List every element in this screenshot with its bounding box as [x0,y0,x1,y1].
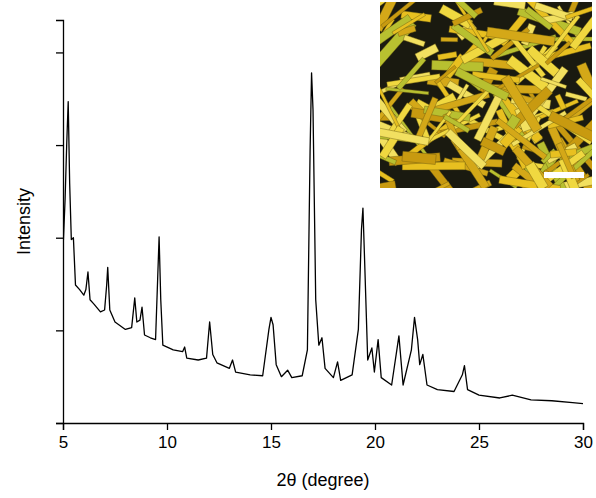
crystal [403,35,425,47]
x-tick: 25 [470,423,489,452]
x-tick: 10 [158,423,177,452]
crystal [486,27,555,46]
crystal [494,2,526,10]
x-axis-title: 2θ (degree) [276,470,369,490]
crystal [387,74,441,87]
crystal [548,111,592,144]
x-tick: 5 [59,423,68,452]
crystal [445,129,487,169]
crystal [437,52,457,61]
y-tick [56,238,63,239]
crystal [380,181,396,188]
x-tick-label: 15 [262,433,281,452]
x-tick: 30 [574,423,593,452]
x-tick-label: 30 [574,433,593,452]
x-tick: 15 [262,423,281,452]
xrd-curve [63,73,583,404]
y-tick-mark [56,145,63,146]
y-tick [56,52,63,53]
crystal [402,151,436,164]
crystal [380,163,394,183]
plot-area [63,73,583,404]
y-tick [56,145,63,146]
inset-image [359,0,596,215]
crystal [380,14,413,53]
crystal [576,77,592,104]
crystal [415,44,439,62]
x-tick-label: 5 [59,433,68,452]
crystal [495,118,547,160]
crystal [540,77,566,89]
y-tick-mark [56,52,63,53]
y-axis [56,21,64,424]
crystal [433,182,450,188]
crystal [501,75,542,133]
crystal [392,13,426,35]
x-tick-mark [271,423,272,430]
y-tick [56,330,63,331]
y-axis-title: Intensity [14,188,34,255]
crystal [380,128,429,146]
x-tick-mark [167,423,168,430]
crystal [441,37,458,41]
crystal [555,94,566,110]
y-axis-line [56,21,64,424]
x-tick-label: 20 [366,433,385,452]
chart: 5 10 15 20 25 30 2θ (degree) Intensity [0,0,596,498]
crystal [455,68,510,101]
crystal [447,2,478,19]
crystal [570,11,592,50]
x-tick-label: 10 [158,433,177,452]
x-tick: 20 [366,423,385,452]
y-tick-mark [56,423,63,424]
crystal [443,115,470,133]
crystal [386,87,429,94]
y-tick-mark [56,238,63,239]
y-tick-mark [56,330,63,331]
crystal [565,6,592,19]
x-tick-mark [479,423,480,430]
x-tick-mark [583,423,584,430]
crystal [396,57,426,90]
x-tick-mark [375,423,376,430]
crystal [434,65,456,84]
x-axis: 5 10 15 20 25 30 [59,423,593,452]
x-tick-label: 25 [470,433,489,452]
scale-bar [544,172,584,178]
x-axis-line [64,424,584,431]
y-tick [56,423,63,424]
